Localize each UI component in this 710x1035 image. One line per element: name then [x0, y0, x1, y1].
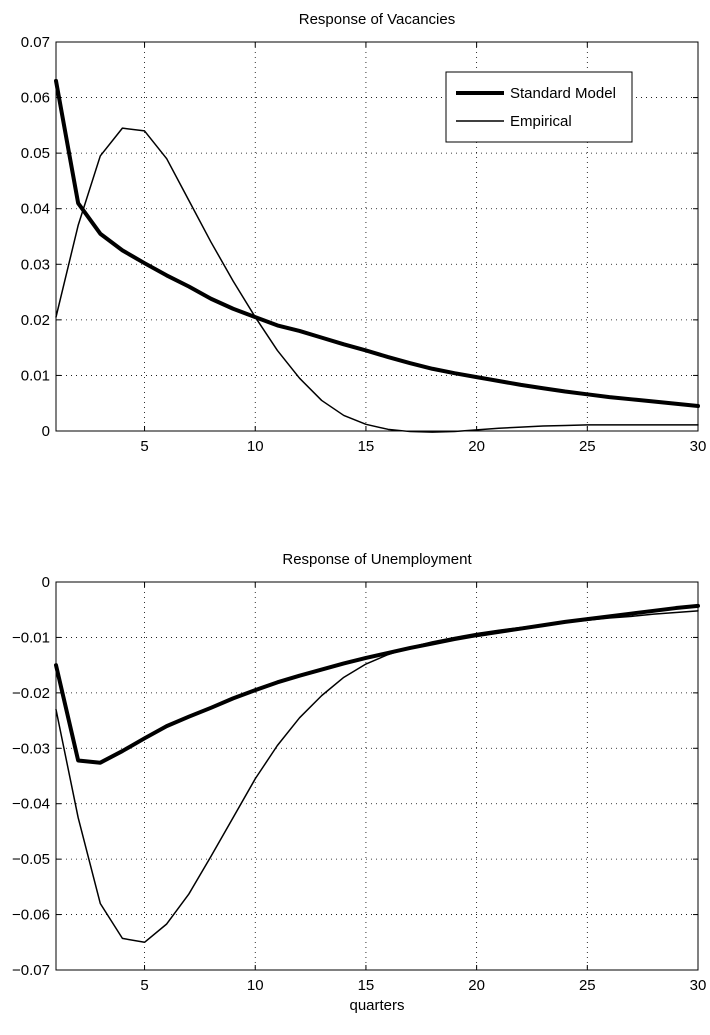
legend-label: Standard Model	[510, 85, 616, 102]
x-tick-label: 20	[468, 438, 485, 455]
x-tick-label: 20	[468, 977, 485, 994]
x-tick-label: 30	[690, 438, 707, 455]
legend: Standard Model Empirical	[445, 71, 633, 143]
y-tick-label: 0.03	[21, 256, 50, 273]
x-tick-label: 10	[247, 438, 264, 455]
y-tick-label: 0.04	[21, 201, 50, 218]
series-line-thick	[54, 603, 700, 765]
x-tick-label: 5	[140, 438, 148, 455]
y-tick-label: 0	[42, 574, 50, 591]
y-tick-label: 0.06	[21, 90, 50, 107]
x-tick-label: 25	[579, 977, 596, 994]
series-line-thin	[55, 610, 699, 944]
y-tick-label: 0.07	[21, 34, 50, 51]
series-line-thin	[55, 127, 699, 433]
x-tick-label: 30	[690, 977, 707, 994]
y-tick-label: −0.05	[12, 851, 50, 868]
chart-2: 5 10 15 20 25 30 −0.07 −0.06 −0.05 −0.04 −0.03 −0.0…	[12, 551, 706, 1014]
y-tick-label: 0.05	[21, 145, 50, 162]
series-line-thick	[54, 78, 700, 408]
chart-title: Response of Unemployment	[282, 551, 472, 568]
plot-area	[55, 581, 699, 971]
x-tick-label: 25	[579, 438, 596, 455]
chart-title: Response of Vacancies	[299, 11, 455, 28]
y-tick-label: −0.06	[12, 907, 50, 924]
legend-box	[445, 71, 633, 143]
legend-label: Empirical	[510, 113, 572, 130]
y-tick-label: −0.01	[12, 629, 50, 646]
y-tick-label: −0.07	[12, 962, 50, 979]
y-tick-label: 0	[42, 423, 50, 440]
y-tick-label: −0.02	[12, 685, 50, 702]
y-tick-label: −0.04	[12, 796, 50, 813]
x-tick-label: 5	[140, 977, 148, 994]
x-tick-label: 10	[247, 977, 264, 994]
y-tick-label: −0.03	[12, 740, 50, 757]
x-tick-label: 15	[358, 977, 375, 994]
x-axis-label: quarters	[349, 997, 404, 1014]
chart-1: 5 10 15 20 25 30 0 0.01 0.02 0.03 0.04 0.05 0.06 0.07…	[21, 11, 707, 455]
y-tick-label: 0.01	[21, 367, 50, 384]
y-tick-label: 0.02	[21, 312, 50, 329]
x-tick-label: 15	[358, 438, 375, 455]
